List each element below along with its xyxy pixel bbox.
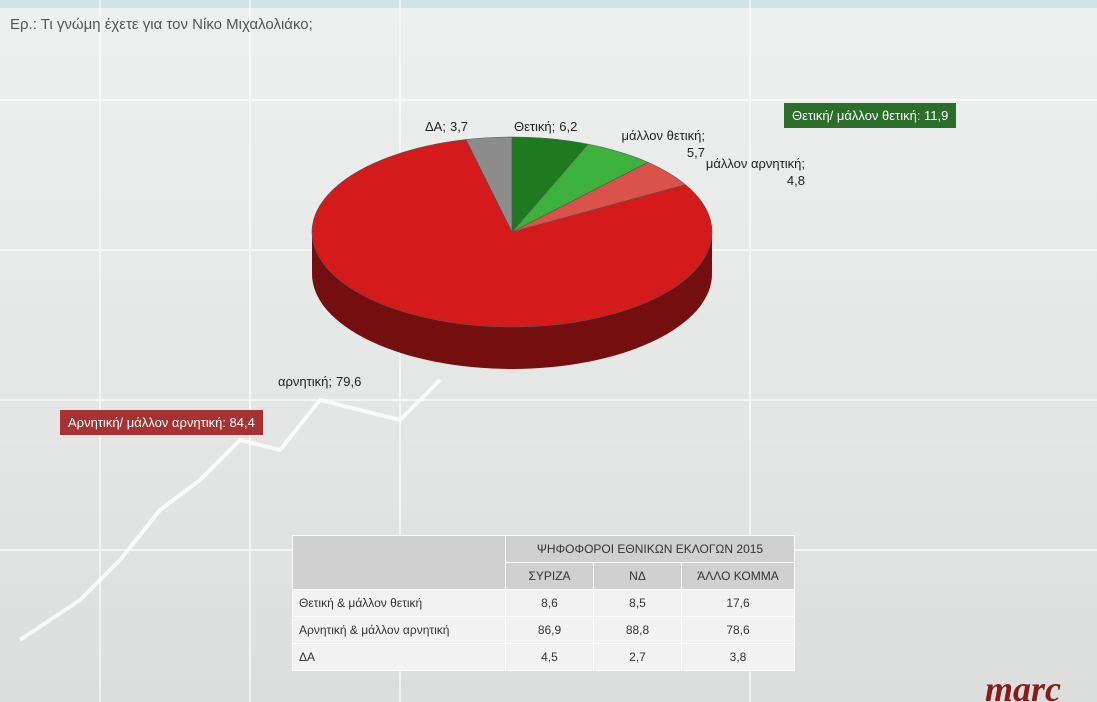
table-cell: 88,8 [593,616,682,644]
table-row: ΔΑ 4,5 2,7 3,8 [292,643,795,671]
row-label: ΔΑ [292,643,506,671]
table-cell: 8,5 [593,589,682,617]
table-title: ΨΗΦΟΦΟΡΟΙ ΕΘΝΙΚΩΝ ΕΚΛΟΓΩΝ 2015 [505,535,795,563]
table-cell: 3,8 [681,643,795,671]
top-bar [0,0,1097,8]
label-category: αρνητική; [278,374,332,389]
table-cell: 86,9 [505,616,594,644]
row-label: Θετική & μάλλον θετική [292,589,506,617]
label-category: μάλλον θετική; [621,128,705,143]
label-value: 3,7 [450,119,468,134]
data-label: Θετική; 6,2 [514,119,577,134]
column-header: ΝΔ [593,562,682,590]
background-arrow [18,378,442,642]
slice [311,139,713,328]
data-label: μάλλον θετική; 5,7 [621,128,705,160]
label-value: 6,2 [559,119,577,134]
table-row: Θετική & μάλλον θετική 8,6 8,5 17,6 [292,589,795,617]
label-category: ΔΑ; [425,119,446,134]
table-cell: 4,5 [505,643,594,671]
column-header: ΣΥΡΙΖΑ [505,562,594,590]
table-cell: 8,6 [505,589,594,617]
chart-title: Ερ.: Τι γνώμη έχετε για τον Νίκο Μιχαλολ… [10,16,313,33]
label-value: 4,8 [787,173,805,188]
label-category: Θετική; [514,119,555,134]
slice [465,136,513,233]
annotation: Θετική/ μάλλον θετική: 11,9 [784,103,957,128]
table-cell: 78,6 [681,616,795,644]
data-label: αρνητική; 79,6 [278,374,361,389]
table-row: Αρνητική & μάλλον αρνητική 86,9 88,8 78,6 [292,616,795,644]
data-label: ΔΑ; 3,7 [425,119,468,134]
label-category: μάλλον αρνητική; [706,156,805,171]
table-cell: 2,7 [593,643,682,671]
row-label: Αρνητική & μάλλον αρνητική [292,616,506,644]
slice-side [312,232,712,369]
logo: marc [985,669,1061,702]
label-value: 5,7 [687,145,705,160]
data-label: μάλλον αρνητική; 4,8 [706,156,805,188]
corner [292,535,506,590]
label-value: 79,6 [336,374,361,389]
column-header: ΆΛΛΟ ΚΟΜΜΑ [681,562,795,590]
table-cell: 17,6 [681,589,795,617]
table: ΨΗΦΟΦΟΡΟΙ ΕΘΝΙΚΩΝ ΕΚΛΟΓΩΝ 2015 ΣΥΡΙΖΑ ΝΔ Ά… [292,535,795,671]
annotation: Αρνητική/ μάλλον αρνητική: 84,4 [60,410,263,435]
